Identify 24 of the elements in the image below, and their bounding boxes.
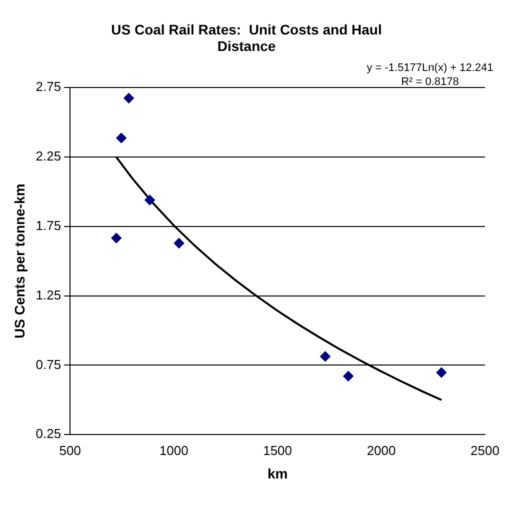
point [174, 238, 184, 248]
point [144, 195, 155, 206]
text: y = -1.5177Ln(x) + 12.241 [366, 62, 494, 74]
point [111, 233, 122, 244]
chart-title: US Coal Rail Rates: Unit Costs and Haul Distance [111, 21, 382, 54]
x-tick-label: 2000 [366, 442, 396, 458]
x-tick-label: 1000 [159, 442, 188, 458]
y-tick-label: 0.25 [36, 426, 62, 442]
y-tick-label: 2.75 [36, 79, 62, 94]
annotation: R² = 0.8178 [401, 76, 459, 88]
x-axis-title: km [267, 465, 288, 482]
point [124, 93, 134, 104]
x-tick-label: 500 [59, 442, 81, 458]
x-tick-label: 2500 [470, 442, 500, 458]
y-tick-label: 2.25 [36, 148, 62, 164]
y-tick-label: 1.75 [36, 218, 62, 233]
y-axis-title: US Cents per tonne-km [11, 184, 28, 339]
point [436, 368, 446, 378]
point [116, 132, 126, 143]
point [320, 351, 330, 362]
y-tick-label: 1.25 [36, 287, 62, 302]
point [343, 371, 354, 382]
y-tick-label: 0.75 [36, 356, 62, 372]
x-tick-label: 1500 [263, 442, 292, 458]
